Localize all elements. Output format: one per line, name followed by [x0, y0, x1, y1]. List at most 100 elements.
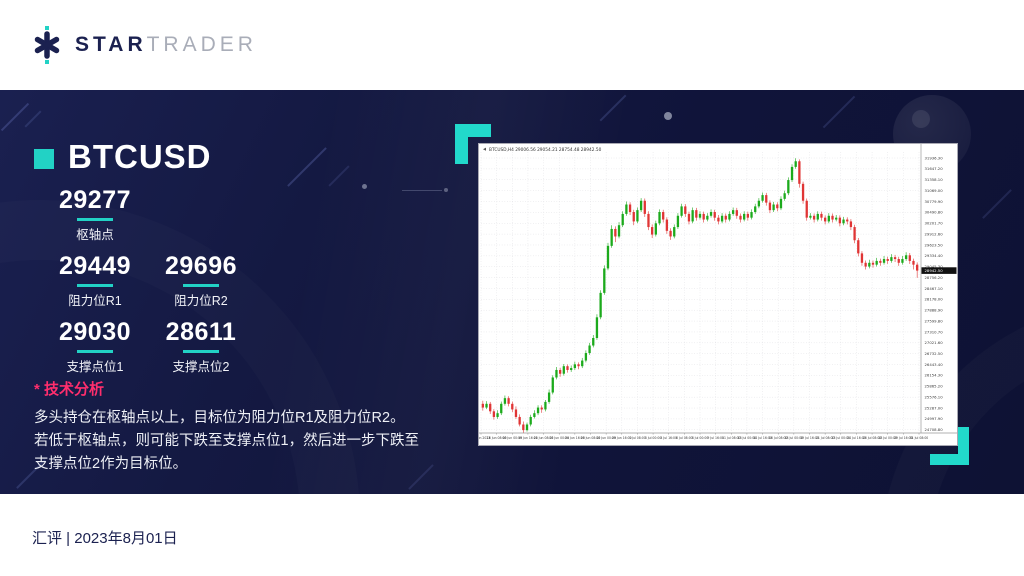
level-value: 29030 — [58, 318, 132, 346]
svg-text:26443.40: 26443.40 — [925, 362, 944, 367]
svg-text:31936.30: 31936.30 — [925, 155, 944, 160]
svg-text:16 Jun 08:00: 16 Jun 08:00 — [487, 436, 507, 440]
svg-text:4 Jul 16:00: 4 Jul 16:00 — [660, 436, 677, 440]
svg-text:26 Jun 08:00: 26 Jun 08:00 — [581, 436, 601, 440]
svg-text:1 Jul 08:00: 1 Jul 08:00 — [629, 436, 646, 440]
brand-name-bold: STAR — [75, 33, 147, 56]
level-item: 29277 枢轴点 — [42, 186, 148, 243]
svg-text:28942.50: 28942.50 — [925, 268, 944, 273]
svg-text:9 Jul 16:00: 9 Jul 16:00 — [707, 436, 724, 440]
title-row: BTCUSD — [34, 138, 212, 176]
svg-text:28 Jun 00:00: 28 Jun 00:00 — [596, 436, 616, 440]
svg-text:14 Jul 16:00: 14 Jul 16:00 — [753, 436, 772, 440]
svg-text:31358.10: 31358.10 — [925, 177, 944, 182]
level-item: 29030 支撑点位1 — [42, 318, 148, 375]
brand-name: STARTRADER — [75, 33, 257, 57]
level-underline — [77, 218, 113, 221]
svg-text:23 Jun 00:00: 23 Jun 00:00 — [549, 436, 569, 440]
brand-logo: STARTRADER — [30, 26, 257, 64]
level-value: 29696 — [164, 252, 238, 280]
svg-text:29334.40: 29334.40 — [925, 253, 944, 258]
level-spacer — [148, 186, 254, 243]
svg-text:24 Jul 16:00: 24 Jul 16:00 — [847, 436, 866, 440]
level-item: 29449 阻力位R1 — [42, 252, 148, 309]
analysis-text: 多头持仓在枢轴点以上，目标位为阻力位R1及阻力位R2。 若低于枢轴点，则可能下跌至… — [34, 407, 454, 476]
level-label: 支撑点位1 — [66, 360, 124, 374]
analysis-line: 多头持仓在枢轴点以上，目标位为阻力位R1及阻力位R2。 — [34, 410, 405, 426]
analysis-line: 若低于枢轴点，则可能下跌至支撑点位1，然后进一步下跌至 — [34, 433, 420, 449]
svg-text:BTCUSD,H4 29006.56 29054.21 28: BTCUSD,H4 29006.56 29054.21 28754.48 289… — [489, 147, 602, 153]
svg-text:18 Jul 00:00: 18 Jul 00:00 — [785, 436, 804, 440]
svg-text:18 Jun 00:00: 18 Jun 00:00 — [502, 436, 522, 440]
level-value: 28611 — [165, 318, 237, 346]
svg-text:27888.90: 27888.90 — [925, 308, 944, 313]
svg-text:19 Jul 16:00: 19 Jul 16:00 — [800, 436, 819, 440]
analysis-line: 支撑点位2作为目标位。 — [34, 456, 188, 472]
level-underline — [183, 350, 219, 353]
svg-text:15 Jun 2023: 15 Jun 2023 — [479, 436, 490, 440]
star-asterisk-icon — [34, 26, 60, 64]
svg-text:23 Jul 00:00: 23 Jul 00:00 — [832, 436, 851, 440]
level-label: 阻力位R2 — [174, 294, 228, 308]
svg-text:29 Jun 16:00: 29 Jun 16:00 — [612, 436, 632, 440]
header: STARTRADER — [0, 0, 1024, 90]
level-item: 29696 阻力位R2 — [148, 252, 254, 309]
analysis-title: * 技术分析 — [34, 381, 105, 398]
svg-text:27310.70: 27310.70 — [925, 329, 944, 334]
svg-text:24 Jun 16:00: 24 Jun 16:00 — [565, 436, 585, 440]
svg-text:29045.30: 29045.30 — [925, 264, 944, 269]
svg-text:29623.50: 29623.50 — [925, 242, 944, 247]
level-underline — [77, 284, 113, 287]
svg-text:28756.20: 28756.20 — [925, 275, 944, 280]
footer: 汇评 | 2023年8月01日 — [0, 494, 1024, 576]
svg-text:21 Jul 08:00: 21 Jul 08:00 — [816, 436, 835, 440]
svg-text:11 Jul 08:00: 11 Jul 08:00 — [722, 436, 741, 440]
svg-text:29912.60: 29912.60 — [925, 231, 944, 236]
svg-text:25576.10: 25576.10 — [925, 394, 944, 399]
svg-text:16 Jul 08:00: 16 Jul 08:00 — [769, 436, 788, 440]
svg-text:25865.20: 25865.20 — [925, 384, 944, 389]
levels-grid: 29277 枢轴点 29449 阻力位R1 29696 阻力位R2 29030 支撑点位1 28… — [42, 186, 254, 375]
svg-text:26732.50: 26732.50 — [925, 351, 944, 356]
analysis-block: * 技术分析 多头持仓在枢轴点以上，目标位为阻力位R1及阻力位R2。 若低于枢轴点… — [34, 378, 454, 476]
svg-text:31647.20: 31647.20 — [925, 166, 944, 171]
svg-text:27021.60: 27021.60 — [925, 340, 944, 345]
svg-text:26 Jul 08:00: 26 Jul 08:00 — [863, 436, 882, 440]
dot-connector-line — [402, 189, 442, 191]
svg-text:19 Jun 16:00: 19 Jun 16:00 — [518, 436, 538, 440]
level-label: 枢轴点 — [76, 228, 114, 242]
svg-text:13 Jul 00:00: 13 Jul 00:00 — [738, 436, 757, 440]
svg-text:31 Jul 08:00: 31 Jul 08:00 — [910, 436, 929, 440]
level-value: 29277 — [58, 186, 132, 214]
svg-text:24708.80: 24708.80 — [925, 427, 944, 432]
svg-text:28 Jul 00:00: 28 Jul 00:00 — [878, 436, 897, 440]
svg-text:30490.80: 30490.80 — [925, 210, 944, 215]
svg-text:30779.90: 30779.90 — [925, 199, 944, 204]
title-bullet-square — [34, 149, 54, 169]
svg-text:25287.00: 25287.00 — [925, 405, 944, 410]
svg-text:27599.80: 27599.80 — [925, 318, 944, 323]
svg-text:26154.30: 26154.30 — [925, 373, 944, 378]
svg-text:30201.70: 30201.70 — [925, 221, 944, 226]
svg-text:8 Jul 00:00: 8 Jul 00:00 — [692, 436, 709, 440]
svg-text:28178.00: 28178.00 — [925, 297, 944, 302]
svg-text:6 Jul 08:00: 6 Jul 08:00 — [676, 436, 693, 440]
level-label: 阻力位R1 — [68, 294, 122, 308]
svg-text:24997.90: 24997.90 — [925, 416, 944, 421]
dot-decoration — [362, 184, 367, 189]
level-underline — [183, 284, 219, 287]
footer-date-text: 汇评 | 2023年8月01日 — [32, 530, 178, 547]
svg-text:29 Jul 16:00: 29 Jul 16:00 — [894, 436, 913, 440]
svg-text:3 Jul 00:00: 3 Jul 00:00 — [645, 436, 662, 440]
svg-text:21 Jun 08:00: 21 Jun 08:00 — [534, 436, 554, 440]
svg-text:28467.10: 28467.10 — [925, 286, 944, 291]
level-value: 29449 — [58, 252, 132, 280]
level-label: 支撑点位2 — [172, 360, 230, 374]
corner-bracket-bottom-right — [930, 427, 969, 465]
corner-bracket-top-left — [455, 124, 491, 164]
level-item: 28611 支撑点位2 — [148, 318, 254, 375]
svg-text:31069.00: 31069.00 — [925, 188, 944, 193]
